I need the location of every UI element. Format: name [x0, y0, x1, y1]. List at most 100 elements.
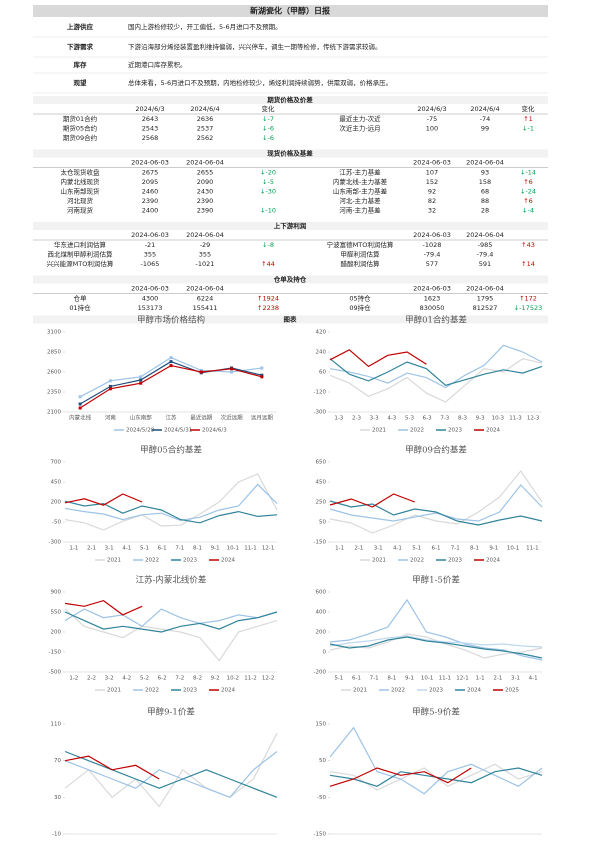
y-tick-label: 200	[316, 630, 327, 636]
legend-label: 2024/5/28	[126, 428, 155, 434]
legend-label: 2022	[410, 428, 424, 434]
x-tick-label: 2-1	[87, 546, 96, 552]
legend-label: 2023	[448, 558, 462, 564]
series-line	[329, 469, 543, 534]
cell: 153173	[138, 304, 163, 312]
legend-label: 2024	[221, 688, 235, 694]
cell: 158	[479, 178, 491, 186]
x-tick-label: 4-1	[393, 546, 402, 552]
x-tick-label: 11-1	[526, 546, 538, 552]
legend-label: 2021	[372, 428, 386, 434]
x-tick-label: 6-2	[158, 676, 167, 682]
section-bar	[33, 96, 548, 104]
section-title: 现货价格及基差	[267, 149, 313, 158]
row-label: 库存	[74, 60, 88, 69]
y-tick-label: -500	[49, 670, 62, 676]
row-text: 国内上游检修较少，开工偏低，5-6月进口不及预期。	[128, 22, 282, 31]
cell: 江苏-主力基差	[339, 168, 381, 177]
y-tick-label: 2850	[47, 350, 61, 356]
y-tick-label: 2100	[47, 410, 61, 416]
cell: ↓-20	[260, 169, 276, 177]
x-tick-label: 山东南部	[130, 414, 153, 422]
cell: 兴兴能源MTO利润估算	[47, 259, 114, 268]
x-tick-label: 2-3	[352, 416, 361, 422]
series-line	[64, 483, 278, 522]
cell: 2090	[197, 178, 214, 186]
x-tick-label: 7-3	[440, 416, 449, 422]
series-line	[329, 633, 543, 659]
cell: 577	[426, 260, 438, 268]
cell: -985	[478, 241, 493, 249]
cell: 河南现货	[67, 206, 94, 215]
legend-label: 2021	[107, 688, 121, 694]
series-line	[329, 636, 543, 659]
cell: ↑2238	[257, 304, 279, 312]
row-label: 观望	[74, 78, 88, 87]
cell: ↓-17523	[514, 304, 542, 312]
cell: 4300	[142, 295, 159, 303]
x-tick-label: 3-2	[105, 676, 114, 682]
x-tick-label: 12-1	[456, 676, 468, 682]
cell: 期货05合约	[63, 124, 97, 133]
series-line	[64, 732, 278, 808]
x-tick-label: 3-1	[511, 676, 520, 682]
cell: 宁波富德MTO利润估算	[327, 240, 394, 249]
y-tick-label: 900	[51, 590, 62, 596]
cell: 2537	[197, 125, 214, 133]
y-tick-label: 420	[316, 330, 327, 336]
cell: 82	[428, 197, 436, 205]
x-tick-label: 11-1	[244, 546, 256, 552]
x-tick-label: 10-1	[421, 676, 433, 682]
column-header: 2024/6/3	[417, 105, 446, 113]
y-tick-label: 110	[51, 722, 62, 728]
series-line	[329, 358, 543, 386]
x-tick-label: 7-1	[175, 546, 184, 552]
cell: ↓-8	[262, 241, 274, 249]
y-tick-label: 240	[316, 350, 327, 356]
column-header: 2024-06-04	[466, 231, 504, 239]
cell: ↑6	[523, 197, 533, 205]
x-tick-label: 9-1	[211, 546, 220, 552]
y-tick-label: 50	[319, 520, 326, 526]
x-tick-label: 内蒙北线	[69, 414, 92, 422]
cell: 河北现货	[67, 196, 94, 205]
x-tick-label: 2-2	[87, 676, 96, 682]
series-line	[64, 751, 278, 799]
cell: 山东南部现货	[61, 187, 101, 196]
legend-label: 2022	[391, 688, 405, 694]
cell: ↑6	[523, 178, 533, 186]
title-bar	[33, 5, 548, 17]
cell: 32	[428, 207, 436, 215]
cell: 830050	[420, 304, 445, 312]
chart-title: 甲醇05合约基差	[140, 445, 202, 456]
y-tick-label: 600	[316, 590, 327, 596]
cell: 152	[426, 178, 438, 186]
cell: 西北煤制甲醇利润估算	[48, 250, 114, 259]
cell: 河北-主力基差	[339, 196, 381, 205]
x-tick-label: 7-2	[175, 676, 184, 682]
cell: 155411	[193, 304, 218, 312]
x-tick-label: 11-3	[509, 416, 522, 422]
charts-bar	[33, 315, 548, 324]
x-tick-label: 5-1	[334, 676, 343, 682]
y-tick-label: 650	[316, 460, 327, 466]
cell: ↑44	[261, 260, 275, 268]
cell: ↑1924	[257, 295, 279, 303]
row-label: 下游需求	[67, 42, 94, 51]
x-tick-label: 6-1	[432, 546, 441, 552]
legend-label: 2023	[183, 558, 197, 564]
cell: 88	[481, 197, 489, 205]
cell: ↓-1	[522, 125, 534, 133]
x-tick-label: 11-2	[244, 676, 256, 682]
x-tick-label: 5-1	[412, 546, 421, 552]
row-text: 近期港口库存累积。	[128, 60, 187, 69]
cell: 2390	[142, 197, 159, 205]
cell: -75	[427, 115, 438, 123]
y-tick-label: -200	[314, 670, 327, 676]
chart-title: 甲醇5-9价差	[412, 707, 460, 718]
y-tick-label: -300	[314, 410, 327, 416]
cell: 355	[144, 251, 156, 259]
column-header: 2024-06-03	[131, 285, 169, 293]
